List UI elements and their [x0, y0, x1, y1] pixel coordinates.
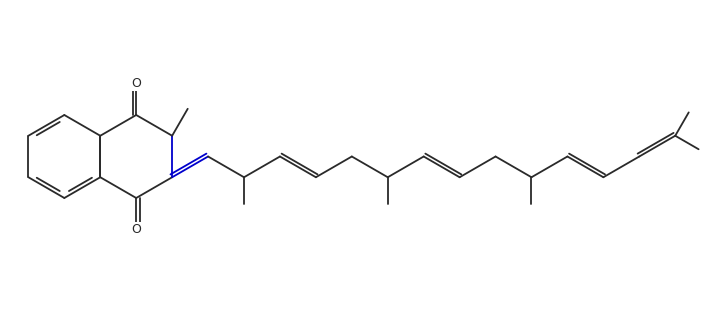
Text: O: O: [132, 77, 141, 90]
Text: O: O: [132, 223, 141, 236]
